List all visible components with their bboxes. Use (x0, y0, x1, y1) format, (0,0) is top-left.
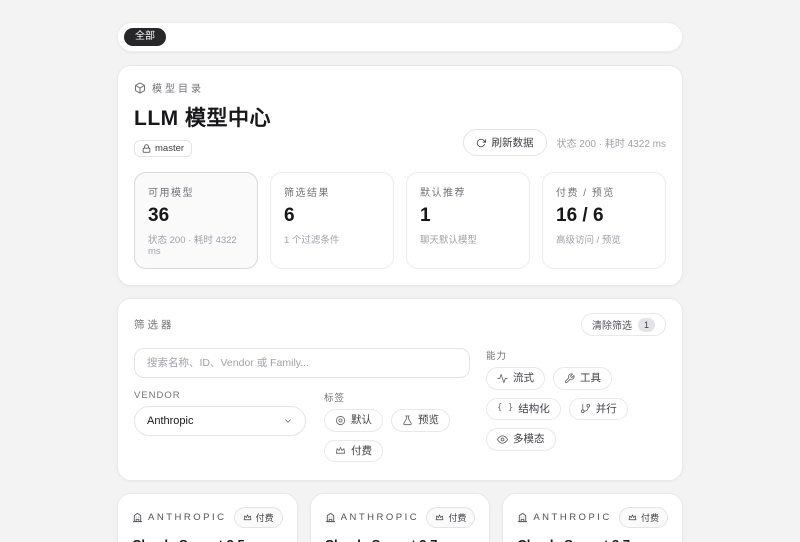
box-icon (135, 82, 145, 94)
header-card: 模型目录 LLM 模型中心 master 刷新数据 状态 200 · 耗时 43… (117, 65, 683, 286)
breadcrumb: 模型目录 (134, 80, 271, 95)
paid-badge: 付费 (618, 507, 668, 529)
stat-available-models: 可用模型 36 状态 200 · 耗时 4322 ms (134, 172, 258, 269)
paid-badge-label: 付费 (640, 513, 659, 524)
capability-pill-label: 流式 (513, 372, 534, 384)
lock-icon (142, 144, 151, 153)
flask-icon (403, 415, 412, 425)
clear-filters-count: 1 (637, 317, 655, 332)
stat-label: 默认推荐 (420, 188, 466, 199)
building-icon (132, 513, 143, 523)
stat-value: 36 (148, 205, 170, 226)
paid-badge-label: 付费 (448, 513, 467, 524)
branch-label: master (155, 143, 185, 154)
tag-pill-label: 付费 (351, 444, 372, 457)
stat-value: 6 (284, 205, 295, 226)
tag-pill-preview[interactable]: 预览 (391, 409, 450, 432)
vendor-label: VENDOR (134, 390, 181, 401)
branch-badge: master (134, 140, 193, 157)
tag-pill-label: 默认 (351, 414, 372, 426)
stat-label: 可用模型 (148, 188, 194, 199)
stat-label: 付费 / 预览 (556, 188, 615, 199)
stat-sub: 聊天默认模型 (420, 235, 478, 246)
activity-icon (497, 373, 508, 383)
model-card-claude-sonnet-3-5: ANTHROPIC 付费 Claude Sonnet 3.5 展示分类 : ve… (117, 493, 298, 542)
capabilities-filter: 能力 流式 工具 { } 结构化 (486, 348, 666, 462)
wrench-icon (564, 373, 575, 383)
tags-filter: 标签 默认 预览 付费 (324, 390, 470, 463)
refresh-label: 刷新数据 (491, 137, 534, 149)
top-filter-bar: 全部 (117, 22, 683, 52)
vendor-filter: VENDOR Anthropic (134, 390, 306, 462)
model-name: Claude Sonnet 3.5 (132, 537, 283, 542)
vendor-text: ANTHROPIC (148, 512, 227, 524)
filter-card: 筛选器 清除筛选 1 VENDOR Anthropic (117, 298, 683, 482)
vendor-name: ANTHROPIC (517, 512, 611, 523)
crown-icon (243, 514, 251, 521)
stat-sub: 状态 200 · 耗时 4322 ms (148, 235, 237, 257)
capability-pill-streaming[interactable]: 流式 (486, 367, 545, 390)
stat-paid-preview: 付费 / 预览 16 / 6 高级访问 / 预览 (542, 172, 666, 269)
capability-pill-label: 多模态 (513, 433, 545, 446)
capability-pill-multimodal[interactable]: 多模态 (486, 428, 556, 451)
vendor-text: ANTHROPIC (533, 512, 612, 524)
page-title: LLM 模型中心 (134, 107, 271, 130)
building-icon (518, 513, 528, 523)
model-name: Claude Sonnet 3.7 Thinking (517, 537, 668, 542)
model-grid: ANTHROPIC 付费 Claude Sonnet 3.5 展示分类 : ve… (117, 493, 683, 542)
crown-icon (436, 514, 444, 521)
model-card-claude-sonnet-3-7: ANTHROPIC 付费 Claude Sonnet 3.7 展示分类 : ve… (309, 493, 491, 542)
chip-all[interactable]: 全部 (124, 28, 166, 46)
eye-icon (497, 435, 508, 444)
vendor-text: ANTHROPIC (340, 512, 420, 524)
stat-default-recommend: 默认推荐 1 聊天默认模型 (406, 172, 530, 269)
eyebrow-label: 模型目录 (152, 84, 204, 95)
vendor-selected-value: Anthropic (147, 415, 194, 427)
stat-value: 16 / 6 (556, 205, 604, 226)
capability-pill-label: 工具 (580, 372, 601, 384)
chevron-down-icon (285, 419, 291, 423)
filter-left-column: VENDOR Anthropic 标签 默认 (134, 348, 470, 463)
paid-badge: 付费 (426, 507, 476, 529)
stats-grid: 可用模型 36 状态 200 · 耗时 4322 ms 筛选结果 6 1 个过滤… (134, 172, 666, 269)
target-icon (335, 415, 346, 425)
capability-pill-parallel[interactable]: 并行 (568, 397, 628, 421)
header-right: 刷新数据 状态 200 · 耗时 4322 ms (462, 129, 666, 156)
vendor-name: ANTHROPIC (132, 512, 226, 523)
tag-pill-default[interactable]: 默认 (324, 409, 383, 432)
git-branch-icon (580, 404, 590, 414)
building-icon (325, 513, 335, 523)
tag-pill-paid[interactable]: 付费 (324, 439, 383, 463)
stat-value: 1 (420, 205, 431, 226)
capability-pill-label: 并行 (595, 402, 617, 415)
refresh-icon (476, 138, 486, 147)
stat-filter-results: 筛选结果 6 1 个过滤条件 (270, 172, 394, 269)
clear-filters-label: 清除筛选 (591, 321, 632, 332)
stat-label: 筛选结果 (284, 188, 330, 199)
vendor-name: ANTHROPIC (325, 512, 419, 523)
refresh-button[interactable]: 刷新数据 (462, 129, 547, 156)
paid-badge-label: 付费 (255, 513, 274, 524)
status-text: 状态 200 · 耗时 4322 ms (556, 139, 666, 150)
clear-filters-button[interactable]: 清除筛选 1 (580, 313, 666, 336)
stat-sub: 高级访问 / 预览 (556, 235, 621, 246)
tags-label: 标签 (324, 393, 346, 404)
model-card-claude-sonnet-3-7-thinking: ANTHROPIC 付费 Claude Sonnet 3.7 Thinking … (502, 493, 683, 542)
vendor-select[interactable]: Anthropic (134, 406, 306, 436)
paid-badge: 付费 (233, 507, 283, 529)
model-name: Claude Sonnet 3.7 (325, 537, 476, 542)
crown-icon (335, 447, 346, 455)
capability-pill-structured[interactable]: { } 结构化 (486, 397, 561, 421)
stat-sub: 1 个过滤条件 (284, 235, 340, 246)
capability-pill-label: 结构化 (518, 402, 550, 415)
braces-icon: { } (497, 403, 514, 414)
header-left: 模型目录 LLM 模型中心 master (134, 80, 271, 158)
filters-title: 筛选器 (134, 319, 175, 331)
tag-pill-label: 预览 (418, 414, 439, 426)
search-input[interactable] (134, 348, 470, 378)
page: 全部 模型目录 LLM 模型中心 master 刷新数据 状态 (117, 0, 683, 542)
capabilities-label: 能力 (486, 351, 508, 362)
capability-pill-tools[interactable]: 工具 (553, 367, 612, 390)
crown-icon (628, 514, 637, 521)
